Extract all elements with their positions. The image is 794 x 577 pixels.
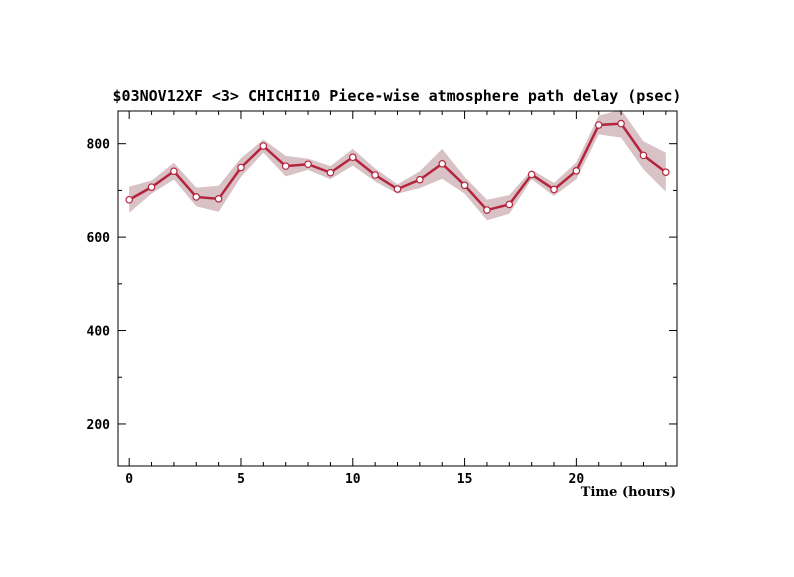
data-point xyxy=(460,181,469,190)
y-tick-label: 200 xyxy=(87,418,111,433)
data-point xyxy=(170,167,178,176)
series-line xyxy=(128,122,667,212)
x-tick-label: 20 xyxy=(569,472,585,487)
chart-title: $03NOV12XF <3> CHICHI10 Piece-wise atmos… xyxy=(113,87,682,105)
tick-layer: 0 5 10 15 20 200 400 600 800 xyxy=(87,111,677,487)
data-point xyxy=(438,159,447,168)
data-point xyxy=(192,193,201,201)
data-point xyxy=(505,200,514,209)
y-tick-label: 800 xyxy=(87,138,111,153)
x-tick-label: 10 xyxy=(345,472,361,487)
marker-layer xyxy=(125,119,670,214)
data-point xyxy=(617,119,625,128)
data-point xyxy=(594,121,603,129)
data-point xyxy=(237,163,245,172)
x-tick-label: 0 xyxy=(125,472,133,487)
data-point xyxy=(639,151,648,160)
error-band-layer xyxy=(129,109,666,221)
data-point xyxy=(550,185,558,194)
data-point xyxy=(259,142,268,150)
series-line-layer xyxy=(128,122,667,212)
data-point xyxy=(214,195,223,203)
data-point xyxy=(304,160,312,169)
x-tick-label: 15 xyxy=(457,472,473,487)
data-point xyxy=(147,183,156,191)
y-tick-label: 400 xyxy=(87,325,111,340)
data-point xyxy=(572,166,581,175)
x-tick-label: 5 xyxy=(237,472,245,487)
plot-frame xyxy=(117,110,678,467)
data-point xyxy=(393,185,402,193)
data-point xyxy=(326,168,335,177)
data-point xyxy=(371,171,379,179)
data-point xyxy=(483,206,491,214)
x-axis-label: Time (hours) xyxy=(581,485,676,500)
y-tick-label: 600 xyxy=(87,231,111,246)
error-band xyxy=(129,109,666,221)
data-point xyxy=(416,175,424,184)
data-point xyxy=(662,168,670,176)
data-point xyxy=(527,170,536,179)
data-point xyxy=(125,195,133,204)
data-point xyxy=(348,153,357,162)
data-point xyxy=(281,162,290,170)
